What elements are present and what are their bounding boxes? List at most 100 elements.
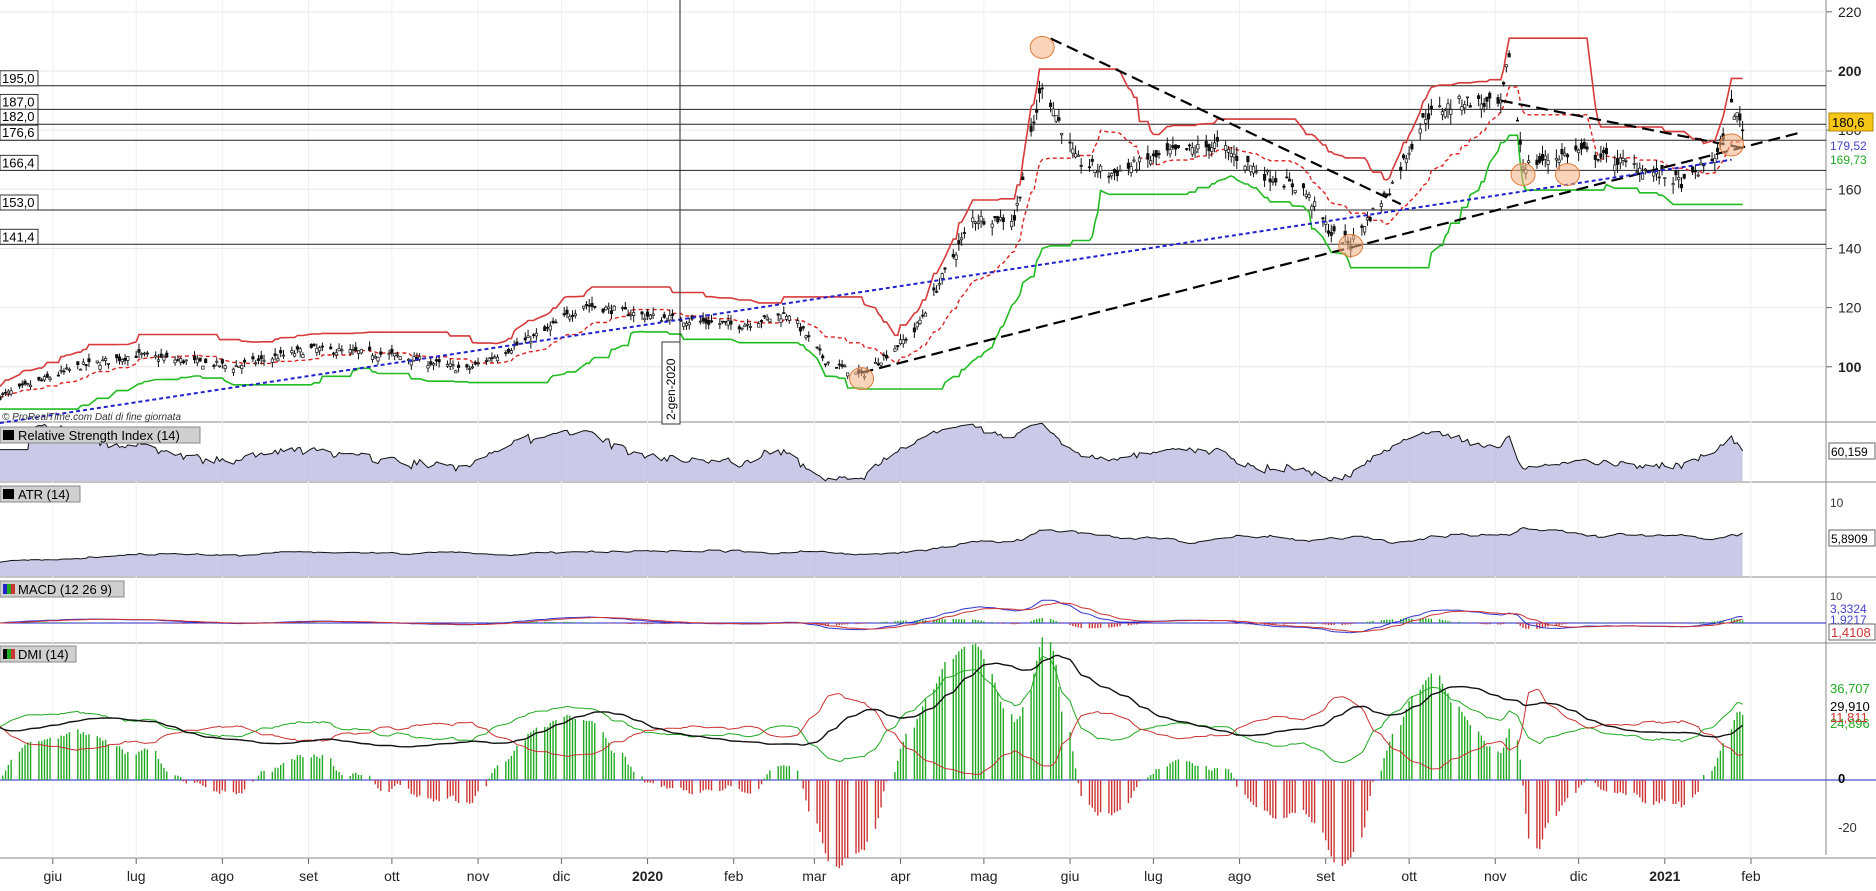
candle-body	[1540, 153, 1545, 161]
candle-body	[270, 358, 274, 363]
candle-body	[568, 316, 572, 320]
candle-body	[87, 358, 91, 363]
candle-body	[843, 365, 847, 368]
candle-body	[1365, 217, 1369, 221]
candle	[1215, 130, 1219, 148]
candle	[504, 350, 508, 357]
candle	[156, 354, 160, 368]
candle	[776, 313, 780, 322]
macd-value-1: 3,3324	[1830, 602, 1867, 616]
candle-body	[1151, 153, 1155, 157]
candle	[1554, 149, 1558, 168]
candle-body	[798, 327, 803, 332]
candle	[354, 342, 358, 352]
dashed-trendline[interactable]	[1050, 37, 1402, 206]
candle	[254, 359, 258, 367]
candle-body	[962, 232, 966, 234]
event-circle-marker[interactable]	[1510, 163, 1536, 187]
candle-body	[765, 316, 769, 320]
candle	[648, 314, 652, 321]
candle-body	[1110, 173, 1114, 177]
x-tick-label: feb	[724, 868, 744, 884]
candle	[1477, 93, 1481, 107]
candle-body	[106, 362, 110, 365]
candle	[465, 363, 469, 371]
candle	[668, 309, 672, 325]
candle	[1624, 158, 1628, 168]
blue-dotted-trendline[interactable]	[0, 158, 1732, 424]
candle-body	[1496, 97, 1500, 104]
candle-body	[1165, 143, 1169, 151]
candle	[1502, 81, 1506, 87]
candle-body	[1137, 157, 1142, 163]
candle-body	[1090, 158, 1094, 162]
event-circle-marker[interactable]	[1338, 233, 1364, 257]
x-tick-label: nov	[1484, 868, 1507, 884]
candle	[259, 350, 263, 365]
candle-body	[951, 253, 955, 258]
candle	[223, 364, 227, 373]
candle-body	[115, 354, 119, 359]
candle	[1732, 113, 1736, 120]
candle	[126, 355, 130, 366]
candle-body	[1449, 109, 1453, 115]
candle	[990, 220, 994, 236]
candle	[334, 349, 338, 359]
candle-body	[1301, 183, 1306, 189]
candle-body	[784, 315, 789, 320]
candle-body	[1107, 175, 1111, 178]
candle	[1418, 122, 1422, 140]
dashed-trendline[interactable]	[1500, 99, 1743, 149]
credit-text: © ProRealTime.com Dati di fine giornata	[2, 412, 181, 423]
candle	[145, 350, 149, 358]
candle-body	[320, 345, 324, 348]
candle-body	[351, 349, 355, 352]
candle-body	[154, 355, 158, 358]
event-circle-marker[interactable]	[1029, 35, 1055, 59]
candle-body	[898, 339, 903, 345]
event-circle-marker[interactable]	[1555, 163, 1581, 187]
candle	[1012, 210, 1017, 227]
candle-body	[643, 317, 647, 321]
candle	[821, 353, 825, 362]
candle	[1224, 140, 1228, 159]
macd-line	[0, 599, 1743, 634]
candle	[1527, 154, 1531, 165]
candle-body	[448, 363, 452, 367]
event-circle-marker[interactable]	[1719, 133, 1745, 157]
candle-body	[1596, 159, 1600, 161]
candle-body	[17, 383, 22, 387]
candle-body	[1741, 129, 1745, 132]
candle-body	[1096, 170, 1100, 174]
candle-body	[876, 363, 880, 366]
candle-body	[846, 372, 850, 377]
candle	[1518, 131, 1522, 153]
candle	[348, 344, 352, 356]
candle-body	[1049, 102, 1053, 107]
candle	[1129, 162, 1133, 177]
candle-body	[1729, 98, 1734, 103]
candle	[960, 232, 964, 246]
candle-body	[1074, 153, 1078, 158]
candle-body	[998, 217, 1003, 221]
candle-body	[1507, 53, 1511, 58]
candle	[1137, 155, 1142, 171]
candle-body	[1546, 160, 1550, 165]
candle	[718, 318, 722, 329]
candle-body	[370, 355, 374, 360]
candle-body	[707, 319, 711, 325]
candle-body	[943, 267, 947, 270]
candle-body	[662, 314, 666, 318]
event-circle-marker[interactable]	[849, 367, 875, 391]
candle-body	[468, 368, 472, 370]
candle	[273, 348, 277, 361]
candle	[765, 314, 769, 322]
candle-body	[626, 314, 630, 317]
candle	[918, 316, 922, 326]
candle	[1285, 168, 1289, 179]
candle-body	[1060, 133, 1064, 136]
candle-body	[1229, 153, 1233, 157]
candle	[1693, 164, 1697, 179]
